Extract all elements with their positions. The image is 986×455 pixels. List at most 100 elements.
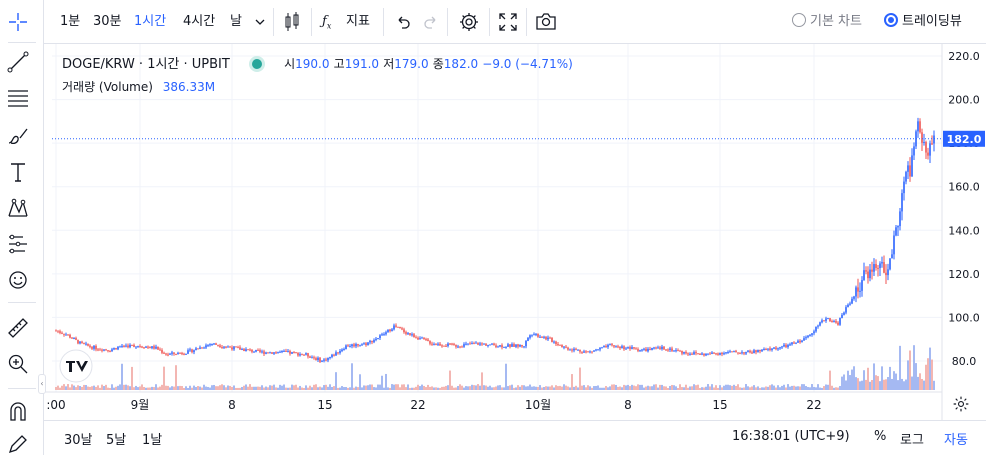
settings-icon[interactable] [458,11,480,35]
redo-icon[interactable] [423,14,439,38]
candle-body [357,344,359,346]
candle-body [443,345,445,347]
candle-body [263,351,265,354]
candle-body [127,345,129,348]
radio-basic[interactable] [792,13,806,27]
crosshair-icon[interactable] [6,10,30,34]
candle-body [905,171,907,182]
change-value: −9.0 (−4.71%) [482,57,573,71]
log-toggle[interactable]: 로그 [900,433,924,448]
current-price-tag: 182.0 [943,130,985,147]
candle-body [389,329,391,332]
volume-bar [767,386,769,390]
magnet-icon[interactable] [6,400,30,424]
text-icon[interactable] [6,160,30,184]
range-30d[interactable]: 30날 [64,433,93,448]
volume-bar [575,385,577,390]
indicators-button[interactable]: 지표 [346,14,370,29]
volume-bar [701,387,703,390]
range-5d[interactable]: 5날 [106,433,127,448]
candle-body [771,348,773,350]
candle-body [197,348,199,350]
radio-tradingview[interactable] [884,13,898,27]
candle-body [657,347,659,349]
interval-30m[interactable]: 30분 [93,14,122,29]
percent-toggle[interactable]: % [874,429,887,444]
volume-bar [119,384,121,390]
toolbar-collapse-handle[interactable]: ‹ [38,374,46,394]
volume-bar [717,387,719,390]
candle-body [531,334,533,336]
ruler-icon[interactable] [6,316,30,340]
clock[interactable]: 16:38:01 (UTC+9) [732,429,850,444]
mode-tradingview[interactable]: 트레이딩뷰 [884,10,962,34]
camera-icon[interactable] [535,11,557,35]
candle-body [333,354,335,356]
volume-bar [545,386,547,390]
volume-bar [777,385,779,390]
chevron-down-icon[interactable] [254,16,266,40]
candle-body [503,346,505,348]
axis-settings-icon[interactable] [952,395,970,413]
volume-bar [79,386,81,390]
high-value: 191.0 [344,57,380,71]
interval-4h[interactable]: 4시간 [183,14,216,29]
mode-basic-chart[interactable]: 기본 차트 [792,10,862,34]
candle-body [401,328,403,330]
candle-body [433,344,435,346]
pencil-lock-icon[interactable] [6,432,30,455]
symbol-legend[interactable]: DOGE/KRW · 1시간 · UPBIT 시190.0 고191.0 저17… [62,53,573,72]
candle-body [607,344,609,348]
candle-body [471,343,473,345]
candle-body [843,312,845,315]
candle-body [405,332,407,334]
candles-icon[interactable] [282,10,302,34]
volume-bar [763,387,765,390]
candle-body [889,258,891,270]
candle-body [779,347,781,349]
emoji-icon[interactable] [6,268,30,292]
volume-bar [55,387,57,390]
volume-bar [285,387,287,390]
fib-retracement-icon[interactable] [6,86,30,110]
candle-body [629,347,631,349]
zoom-in-icon[interactable] [6,352,30,376]
candle-body [167,354,169,356]
candle-body [517,344,519,347]
volume-bar [201,387,203,390]
candle-body [155,346,157,349]
prediction-icon[interactable] [6,232,30,256]
symbol-title: DOGE/KRW · 1시간 · UPBIT [62,57,230,72]
trend-line-icon[interactable] [6,50,30,74]
auto-scale-toggle[interactable]: 자동 [944,433,968,448]
candle-body [763,348,765,350]
volume-bar [397,384,399,390]
interval-1m[interactable]: 1분 [60,14,81,29]
candle-body [879,263,881,269]
volume-bar [69,387,71,390]
candle-body [895,227,897,236]
volume-bar [337,387,339,390]
range-1d[interactable]: 1날 [142,433,163,448]
candle-body [563,346,565,348]
fx-icon[interactable]: ƒx [322,14,332,31]
candle-body [809,334,811,336]
interval-day[interactable]: 날 [230,14,242,29]
fullscreen-icon[interactable] [498,12,518,36]
candle-body [649,348,651,350]
volume-bar [139,386,141,390]
pattern-icon[interactable] [6,196,30,220]
volume-legend[interactable]: 거래량 (Volume) 386.33M [62,78,215,95]
interval-1h[interactable]: 1시간 [134,14,167,29]
volume-bar [635,386,637,390]
brush-icon[interactable] [6,124,30,148]
undo-icon[interactable] [395,14,411,38]
open-label: 시 [284,57,296,71]
tradingview-logo-icon[interactable] [59,349,93,383]
candle-body [829,318,831,322]
candle-body [535,334,537,336]
candle-body [525,340,527,347]
volume-bar [487,386,489,390]
candle-body [553,341,555,343]
